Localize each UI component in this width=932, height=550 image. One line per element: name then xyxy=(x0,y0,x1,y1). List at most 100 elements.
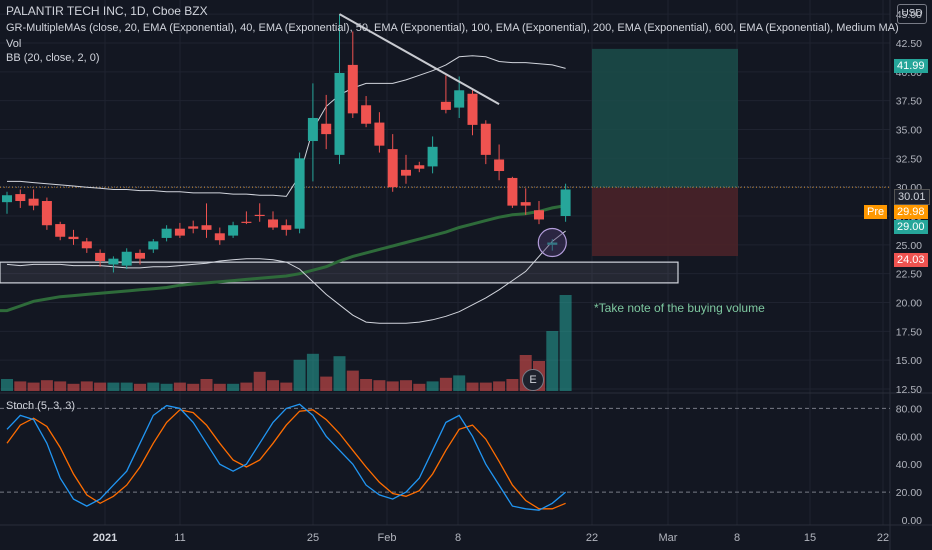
stoch-y-tick-label: 0.00 xyxy=(902,515,923,527)
drawings xyxy=(339,13,567,258)
candle-body xyxy=(440,101,451,110)
y-tick-label: 15.00 xyxy=(896,355,922,367)
x-tick-label: 22 xyxy=(586,532,598,544)
candle-body xyxy=(507,177,518,206)
candle-body xyxy=(347,64,358,114)
candle-body xyxy=(414,165,425,169)
bb-indicator-legend[interactable]: BB (20, close, 2, 0) xyxy=(6,52,100,64)
candle-body xyxy=(281,225,292,230)
candle-body xyxy=(427,146,438,167)
y-tick-label: 20.00 xyxy=(896,298,922,310)
volume-bar xyxy=(333,356,346,391)
stoch-y-tick-label: 40.00 xyxy=(896,459,922,471)
candle-body xyxy=(28,198,39,206)
y-tick-label: 42.50 xyxy=(896,38,922,50)
vol-indicator-legend[interactable]: Vol xyxy=(6,38,22,50)
candle-body xyxy=(214,233,225,241)
stoch-d-line xyxy=(6,409,566,510)
ma-indicator-legend[interactable]: GR-MultipleMAs (close, 20, EMA (Exponent… xyxy=(6,22,899,34)
candle-body xyxy=(81,241,92,249)
currency-button[interactable]: USD xyxy=(897,4,927,24)
candle-body xyxy=(2,195,12,203)
volume-bar xyxy=(147,382,160,391)
x-tick-label: 11 xyxy=(174,532,185,544)
candle-body xyxy=(55,224,66,237)
volume-bar xyxy=(187,383,200,391)
candle-body xyxy=(108,258,119,265)
candle-body xyxy=(294,158,305,229)
candle-body xyxy=(520,202,531,206)
volume-bar xyxy=(306,353,319,391)
entry-price-tag: 29.00 xyxy=(894,220,928,234)
volume-bar xyxy=(439,377,452,391)
candle-body xyxy=(547,242,558,245)
volume-bar xyxy=(453,375,466,391)
stop-zone xyxy=(592,187,738,257)
volume-bar xyxy=(386,381,399,391)
trendline xyxy=(339,13,500,105)
volume-bar xyxy=(360,379,373,391)
candle-body xyxy=(374,122,385,146)
volume-bar xyxy=(120,382,133,391)
volume-bar xyxy=(479,382,492,391)
candle-body xyxy=(201,225,212,230)
candle-body xyxy=(188,226,199,229)
volume-bar xyxy=(267,380,279,391)
volume-bar xyxy=(1,379,13,391)
candle-body xyxy=(454,90,465,108)
candle-body xyxy=(121,251,132,266)
y-tick-label: 17.50 xyxy=(896,326,922,338)
candle-body xyxy=(494,159,505,172)
volume-bar xyxy=(400,380,412,391)
volume-bar xyxy=(173,382,186,391)
candle-body xyxy=(401,169,411,176)
volume-bar xyxy=(280,382,293,391)
stoch-indicator-legend[interactable]: Stoch (5, 3, 3) xyxy=(6,400,76,412)
chart-title: PALANTIR TECH INC, 1D, Cboe BZX xyxy=(6,4,208,18)
stoch-y-tick-label: 20.00 xyxy=(896,487,922,499)
x-tick-label: 22 xyxy=(877,532,889,544)
target-price-tag: 41.99 xyxy=(894,59,928,73)
candle-body xyxy=(534,210,544,220)
candle-body xyxy=(135,252,145,259)
volume-bar xyxy=(160,383,173,391)
time-axis[interactable]: 2021 11 25 Feb 8 22 Mar 8 15 22 xyxy=(93,532,889,544)
price-axis[interactable]: 45.0042.5040.0037.5035.0032.5030.0027.50… xyxy=(896,9,922,527)
x-tick-label: 2021 xyxy=(93,532,117,544)
volume-bar xyxy=(413,383,426,391)
volume-bar xyxy=(40,380,53,391)
candle-body xyxy=(560,189,571,216)
candle-body xyxy=(41,201,52,226)
candle-body xyxy=(161,228,172,238)
candle-body xyxy=(174,228,185,236)
pre-market-price-tag: 29.98 xyxy=(894,205,928,219)
candle-body xyxy=(95,252,106,261)
candle-body xyxy=(68,236,79,240)
volume-bar xyxy=(506,379,519,391)
volume-bar xyxy=(320,376,333,391)
volume-bar xyxy=(493,381,506,391)
candle-body xyxy=(307,117,318,142)
volume-bar xyxy=(346,370,359,391)
candle-body xyxy=(321,123,332,135)
volume-bar xyxy=(134,383,146,391)
volume-note: *Take note of the buying volume xyxy=(594,301,765,315)
stoch-y-tick-label: 60.00 xyxy=(896,431,922,443)
bb-upper-line xyxy=(7,55,566,197)
stoch-y-tick-label: 80.00 xyxy=(896,403,922,415)
earnings-badge[interactable]: E xyxy=(522,369,544,391)
x-tick-label: 8 xyxy=(455,532,461,544)
volume-bar xyxy=(253,371,266,391)
moving-average-line xyxy=(0,204,566,313)
candle-body xyxy=(148,241,159,250)
stoch-pane xyxy=(0,403,890,511)
y-tick-label: 45.00 xyxy=(896,9,922,21)
volume-bar xyxy=(227,383,240,391)
y-tick-label: 32.50 xyxy=(896,153,922,165)
y-tick-label: 37.50 xyxy=(896,96,922,108)
candle-body xyxy=(241,221,252,223)
candle-body xyxy=(15,194,26,202)
volume-bar xyxy=(546,331,559,391)
candle-body xyxy=(361,105,372,124)
